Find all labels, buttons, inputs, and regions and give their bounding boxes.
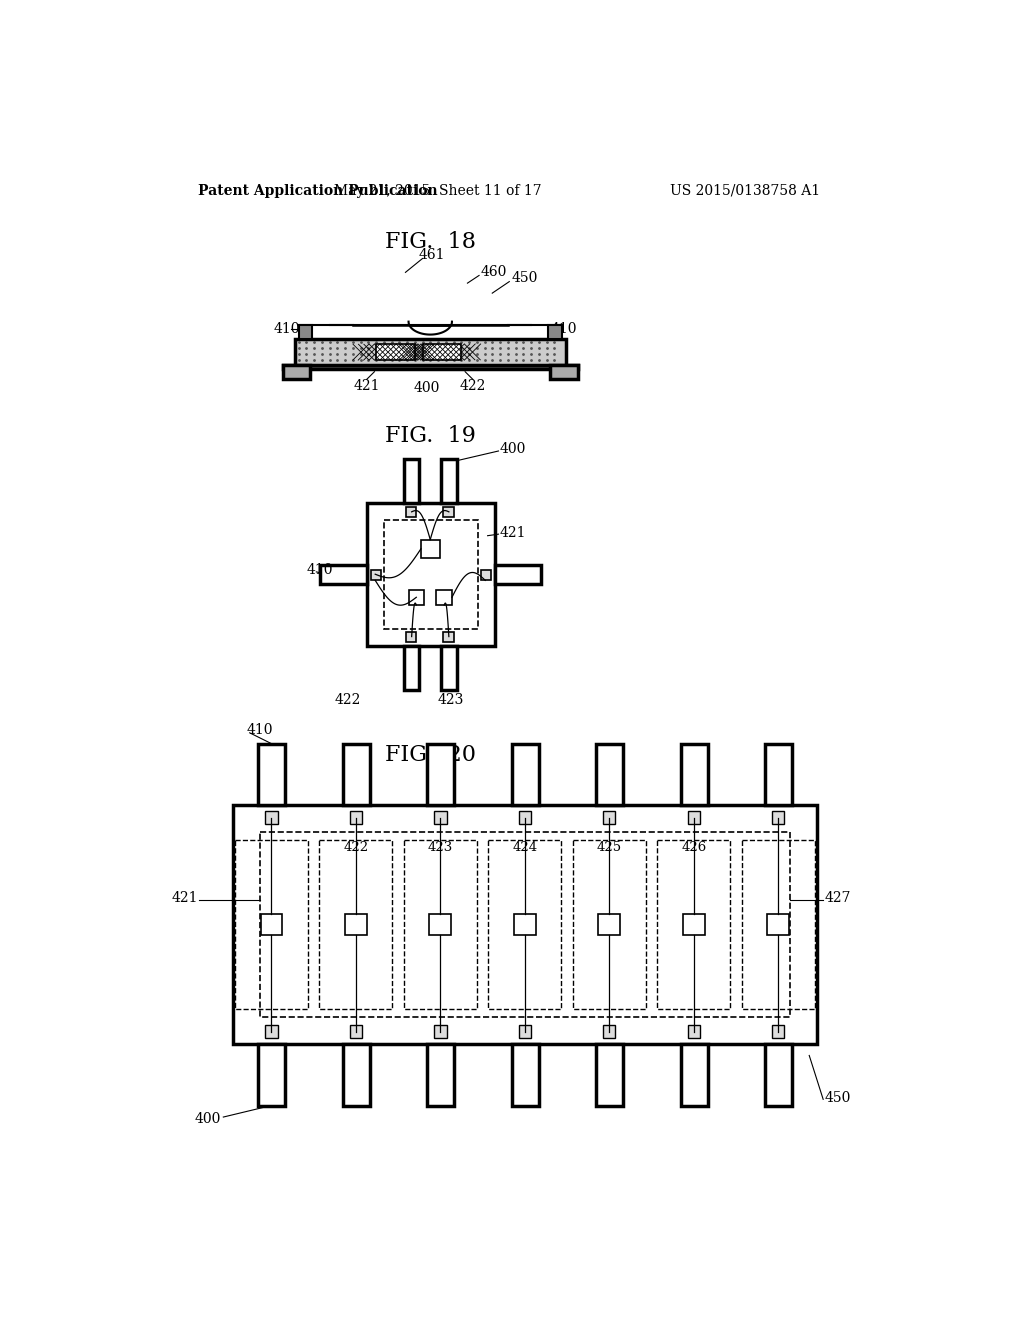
Text: 421: 421 [500,525,526,540]
Bar [598,913,621,936]
Bar [299,326,312,339]
Bar [514,913,536,936]
Bar [434,812,446,824]
Bar [596,743,624,805]
Bar [767,913,790,936]
Text: 410: 410 [247,723,273,737]
Text: Patent Application Publication: Patent Application Publication [198,183,437,198]
Bar [683,913,705,936]
Bar [343,743,370,805]
Bar [319,840,392,1010]
Bar [423,345,461,360]
Bar [443,632,454,642]
Bar [772,812,784,824]
Bar [283,364,310,379]
Bar [409,590,424,605]
Text: 426: 426 [681,841,707,854]
Bar [518,812,531,824]
Text: 450: 450 [824,1090,851,1105]
Bar [321,565,367,585]
Bar [596,1044,624,1105]
Text: 410: 410 [550,322,577,337]
Bar [687,812,700,824]
Bar [427,1044,455,1105]
Text: 450: 450 [512,271,538,285]
Bar [427,743,455,805]
Bar [518,1026,531,1038]
Text: FIG.  18: FIG. 18 [385,231,476,252]
Bar [349,812,362,824]
Bar [480,570,490,579]
Text: 422: 422 [334,693,360,706]
Bar [384,520,477,628]
Bar [265,1026,278,1038]
Text: 427: 427 [824,891,851,904]
Bar [512,743,539,805]
Text: 460: 460 [480,265,507,280]
Text: FIG.  20: FIG. 20 [385,744,476,766]
Bar [681,743,708,805]
Bar [687,1026,700,1038]
Bar [295,339,566,364]
Bar [407,507,417,517]
Bar [403,459,420,503]
Text: 410: 410 [306,564,333,577]
Bar [403,840,477,1010]
Bar [371,570,381,579]
Bar [258,1044,286,1105]
Bar [572,840,646,1010]
Bar [232,805,817,1044]
Text: 423: 423 [428,841,453,854]
Bar [488,840,561,1010]
Text: 421: 421 [353,379,380,392]
Bar [741,840,815,1010]
Bar [260,832,790,1016]
Bar [550,364,578,379]
Bar [234,840,308,1010]
Bar [260,913,283,936]
Bar [367,503,495,645]
Bar [436,590,452,605]
Bar [403,645,420,690]
Text: May 21, 2015  Sheet 11 of 17: May 21, 2015 Sheet 11 of 17 [334,183,542,198]
Bar [441,459,457,503]
Bar [407,632,417,642]
Bar [376,345,415,360]
Text: 425: 425 [597,841,622,854]
Bar [343,1044,370,1105]
Text: 424: 424 [512,841,538,854]
Bar [429,913,452,936]
Text: 461: 461 [419,248,445,261]
Text: US 2015/0138758 A1: US 2015/0138758 A1 [671,183,820,198]
Bar [443,507,454,517]
Bar [603,812,615,824]
Bar [495,565,541,585]
Bar [265,812,278,824]
Text: FIG.  19: FIG. 19 [385,425,476,446]
Bar [421,540,439,558]
Bar [258,743,286,805]
Bar [512,1044,539,1105]
Bar [603,1026,615,1038]
Bar [283,364,578,370]
Text: 422: 422 [460,379,486,392]
Text: 423: 423 [438,693,464,706]
Bar [548,326,562,339]
Bar [657,840,730,1010]
Bar [681,1044,708,1105]
Text: 400: 400 [500,442,526,457]
Bar [434,1026,446,1038]
Text: 422: 422 [343,841,369,854]
Bar [345,913,367,936]
Text: 400: 400 [414,381,439,395]
Bar [772,1026,784,1038]
Bar [441,645,457,690]
Bar [349,1026,362,1038]
Text: 421: 421 [171,891,198,904]
Bar [765,1044,793,1105]
Bar [765,743,793,805]
Text: 400: 400 [195,1113,221,1126]
Text: 410: 410 [273,322,300,337]
